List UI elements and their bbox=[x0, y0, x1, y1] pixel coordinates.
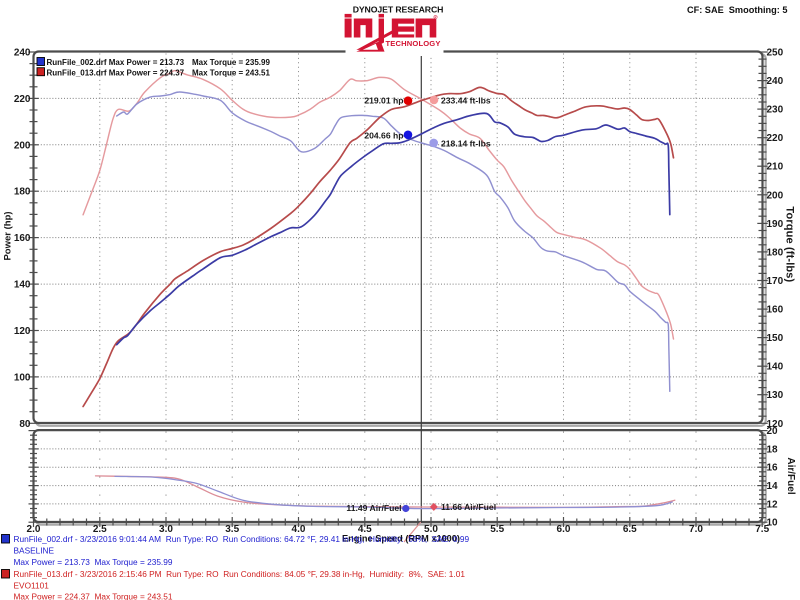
svg-text:4.0: 4.0 bbox=[292, 524, 306, 535]
svg-text:7.0: 7.0 bbox=[689, 524, 703, 535]
svg-text:130: 130 bbox=[767, 390, 784, 401]
svg-text:160: 160 bbox=[14, 233, 31, 244]
svg-text:16: 16 bbox=[767, 463, 779, 474]
svg-text:2.5: 2.5 bbox=[93, 524, 107, 535]
svg-text:170: 170 bbox=[767, 276, 784, 287]
svg-text:Max Power = 224.37 Max Torque: Max Power = 224.37 Max Torque = 243.51 bbox=[14, 592, 173, 600]
svg-text:Air/Fuel: Air/Fuel bbox=[785, 457, 796, 494]
svg-text:12: 12 bbox=[767, 499, 779, 510]
svg-text:204.66 hp: 204.66 hp bbox=[364, 131, 403, 141]
svg-text:3.5: 3.5 bbox=[225, 524, 239, 535]
svg-text:120: 120 bbox=[767, 419, 784, 430]
svg-text:240: 240 bbox=[14, 48, 31, 59]
svg-text:5.0: 5.0 bbox=[424, 524, 438, 535]
svg-text:20: 20 bbox=[767, 426, 779, 437]
svg-text:190: 190 bbox=[767, 219, 784, 230]
svg-text:10: 10 bbox=[767, 518, 779, 529]
svg-text:240: 240 bbox=[767, 76, 784, 87]
svg-text:RunFile_002.drf - 3/23/2016 9:: RunFile_002.drf - 3/23/2016 9:01:44 AM R… bbox=[14, 534, 470, 544]
svg-text:®: ® bbox=[434, 14, 438, 21]
svg-text:200: 200 bbox=[767, 190, 784, 201]
svg-text:RunFile_013.drf Max Power = 22: RunFile_013.drf Max Power = 224.37 bbox=[47, 68, 185, 77]
svg-text:BASELINE: BASELINE bbox=[14, 546, 55, 556]
svg-text:220: 220 bbox=[14, 94, 31, 105]
svg-text:210: 210 bbox=[767, 162, 784, 173]
svg-text:160: 160 bbox=[767, 305, 784, 316]
svg-text:Engine Speed (RPM x1000): Engine Speed (RPM x1000) bbox=[342, 533, 460, 543]
svg-text:220: 220 bbox=[767, 133, 784, 144]
svg-text:200: 200 bbox=[14, 140, 31, 151]
svg-text:DYNOJET RESEARCH: DYNOJET RESEARCH bbox=[353, 5, 444, 15]
svg-text:14: 14 bbox=[767, 481, 779, 492]
svg-text:5.5: 5.5 bbox=[490, 524, 504, 535]
svg-text:Max Torque = 235.99: Max Torque = 235.99 bbox=[192, 58, 270, 67]
svg-text:100: 100 bbox=[14, 372, 31, 383]
svg-text:80: 80 bbox=[19, 419, 31, 430]
svg-text:RunFile_013.drf - 3/23/2016 2:: RunFile_013.drf - 3/23/2016 2:15:46 PM R… bbox=[14, 569, 466, 579]
svg-text:Torque (ft-lbs): Torque (ft-lbs) bbox=[784, 206, 796, 282]
svg-text:6.0: 6.0 bbox=[557, 524, 571, 535]
svg-text:Power (hp): Power (hp) bbox=[3, 211, 14, 260]
svg-text:4.5: 4.5 bbox=[358, 524, 372, 535]
svg-text:RunFile_002.drf Max Power = 21: RunFile_002.drf Max Power = 213.73 bbox=[47, 58, 185, 67]
svg-text:18: 18 bbox=[767, 444, 779, 455]
svg-text:TECHNOLOGY: TECHNOLOGY bbox=[386, 39, 441, 48]
svg-text:EVO1101: EVO1101 bbox=[14, 580, 50, 590]
svg-text:7.5: 7.5 bbox=[755, 524, 769, 535]
svg-text:11.49 Air/Fuel: 11.49 Air/Fuel bbox=[346, 503, 401, 513]
svg-text:11.66 Air/Fuel: 11.66 Air/Fuel bbox=[441, 502, 496, 512]
svg-text:250: 250 bbox=[767, 48, 784, 59]
svg-text:140: 140 bbox=[14, 280, 31, 291]
svg-text:218.14 ft-lbs: 218.14 ft-lbs bbox=[441, 139, 491, 149]
svg-text:140: 140 bbox=[767, 362, 784, 373]
svg-text:Max Power = 213.73 Max Torque: Max Power = 213.73 Max Torque = 235.99 bbox=[14, 557, 173, 567]
svg-text:CF: SAE Smoothing: 5: CF: SAE Smoothing: 5 bbox=[687, 5, 788, 15]
svg-text:150: 150 bbox=[767, 333, 784, 344]
svg-text:180: 180 bbox=[767, 247, 784, 258]
svg-text:3.0: 3.0 bbox=[159, 524, 173, 535]
svg-text:219.01 hp: 219.01 hp bbox=[364, 95, 403, 105]
svg-text:233.44 ft-lbs: 233.44 ft-lbs bbox=[441, 95, 491, 105]
svg-text:180: 180 bbox=[14, 187, 31, 198]
svg-text:120: 120 bbox=[14, 326, 31, 337]
svg-text:6.5: 6.5 bbox=[623, 524, 637, 535]
svg-text:230: 230 bbox=[767, 105, 784, 116]
svg-text:Max Torque = 243.51: Max Torque = 243.51 bbox=[192, 68, 270, 77]
svg-text:2.0: 2.0 bbox=[27, 524, 41, 535]
